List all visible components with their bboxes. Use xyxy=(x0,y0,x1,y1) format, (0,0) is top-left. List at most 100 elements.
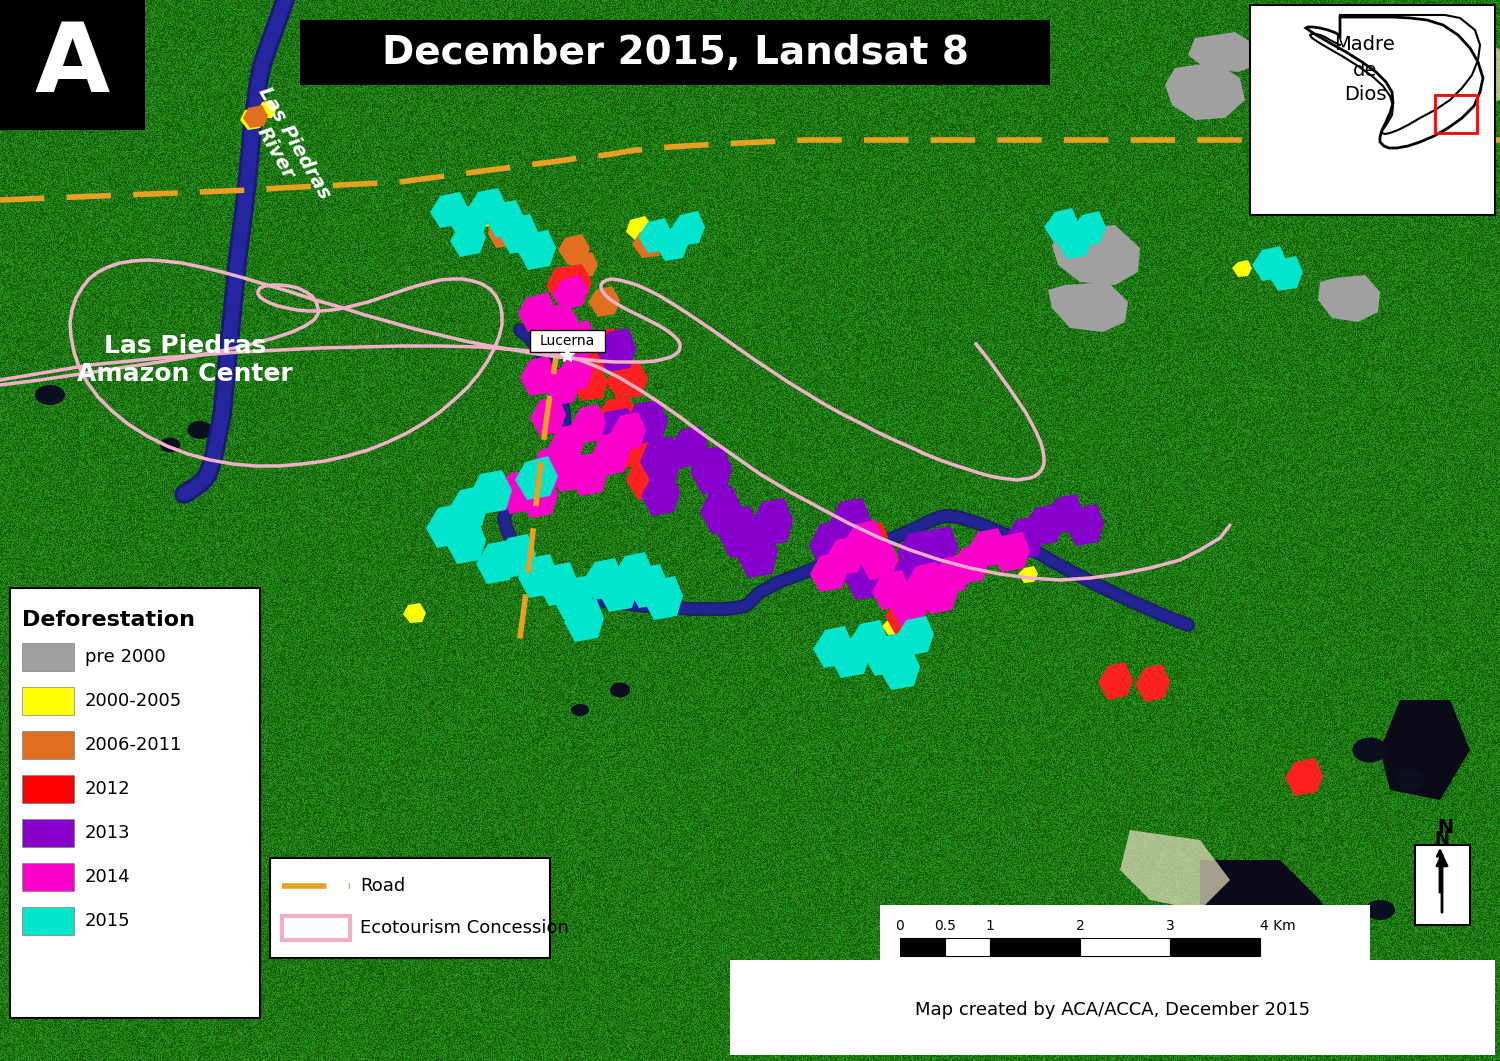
Polygon shape xyxy=(626,400,668,443)
Polygon shape xyxy=(632,228,664,258)
Polygon shape xyxy=(1166,62,1245,120)
Text: 0.5: 0.5 xyxy=(934,919,956,933)
Text: N: N xyxy=(1434,830,1449,848)
Polygon shape xyxy=(882,618,902,634)
Polygon shape xyxy=(514,456,558,500)
Bar xyxy=(270,858,550,958)
Text: 2006-2011: 2006-2011 xyxy=(86,736,183,754)
Text: Madre
de
Dios: Madre de Dios xyxy=(1335,35,1395,104)
Polygon shape xyxy=(0,55,110,110)
Polygon shape xyxy=(891,586,928,626)
Polygon shape xyxy=(626,216,652,240)
Ellipse shape xyxy=(160,437,180,452)
Polygon shape xyxy=(530,396,566,436)
Polygon shape xyxy=(90,52,138,100)
Polygon shape xyxy=(598,568,638,612)
Text: 2: 2 xyxy=(1076,919,1084,933)
Polygon shape xyxy=(1232,260,1252,277)
Polygon shape xyxy=(827,536,864,576)
Polygon shape xyxy=(670,211,705,246)
Bar xyxy=(22,731,74,759)
Polygon shape xyxy=(906,562,944,602)
Polygon shape xyxy=(813,626,853,668)
Polygon shape xyxy=(1268,256,1304,291)
Bar xyxy=(282,916,350,940)
Polygon shape xyxy=(554,321,592,362)
Bar xyxy=(1170,938,1260,956)
Polygon shape xyxy=(430,192,468,228)
Bar xyxy=(530,330,605,352)
Polygon shape xyxy=(1004,516,1044,560)
Polygon shape xyxy=(610,412,646,452)
Ellipse shape xyxy=(1396,770,1423,790)
Polygon shape xyxy=(568,452,608,495)
Text: 3: 3 xyxy=(1166,919,1174,933)
Polygon shape xyxy=(243,105,268,128)
Polygon shape xyxy=(859,540,898,580)
Polygon shape xyxy=(1380,700,1470,800)
Polygon shape xyxy=(570,253,598,278)
Polygon shape xyxy=(968,528,1006,568)
Bar xyxy=(945,938,990,956)
Text: 2013: 2013 xyxy=(86,824,130,842)
Polygon shape xyxy=(864,634,904,676)
Polygon shape xyxy=(656,226,688,261)
Polygon shape xyxy=(830,636,870,678)
Polygon shape xyxy=(520,356,556,396)
Polygon shape xyxy=(890,552,932,596)
Polygon shape xyxy=(1044,208,1078,243)
Ellipse shape xyxy=(1430,855,1470,885)
Polygon shape xyxy=(518,230,556,269)
Polygon shape xyxy=(885,596,922,634)
Polygon shape xyxy=(871,570,910,610)
Bar xyxy=(900,938,945,956)
Polygon shape xyxy=(1019,566,1038,582)
Polygon shape xyxy=(476,205,500,227)
Polygon shape xyxy=(1071,211,1106,246)
Polygon shape xyxy=(830,498,872,546)
Text: N: N xyxy=(1437,818,1454,837)
Polygon shape xyxy=(500,214,538,254)
Bar xyxy=(1080,938,1170,956)
Polygon shape xyxy=(808,520,850,568)
Polygon shape xyxy=(538,562,578,606)
Text: 2015: 2015 xyxy=(86,912,130,930)
Polygon shape xyxy=(554,576,592,620)
Polygon shape xyxy=(1058,224,1092,259)
Polygon shape xyxy=(690,446,732,494)
Text: 4 Km: 4 Km xyxy=(1260,919,1296,933)
Bar xyxy=(880,905,1370,1001)
Polygon shape xyxy=(640,472,680,516)
Polygon shape xyxy=(486,201,524,238)
Polygon shape xyxy=(992,532,1030,572)
Ellipse shape xyxy=(1365,900,1395,920)
Polygon shape xyxy=(626,456,668,500)
Polygon shape xyxy=(1310,55,1400,131)
Text: Road: Road xyxy=(360,877,405,895)
Polygon shape xyxy=(240,108,264,131)
Text: 0: 0 xyxy=(896,919,904,933)
Polygon shape xyxy=(606,360,648,400)
Bar xyxy=(300,20,1050,85)
Polygon shape xyxy=(933,554,970,594)
Polygon shape xyxy=(500,470,538,514)
Bar xyxy=(22,643,74,671)
Text: Map created by ACA/ACCA, December 2015: Map created by ACA/ACCA, December 2015 xyxy=(915,1001,1311,1019)
Polygon shape xyxy=(718,506,760,558)
Polygon shape xyxy=(856,522,888,555)
Polygon shape xyxy=(1120,830,1230,910)
Polygon shape xyxy=(580,328,624,372)
Polygon shape xyxy=(426,504,466,547)
Polygon shape xyxy=(700,486,742,534)
Text: Las Piedras
River: Las Piedras River xyxy=(236,83,334,213)
Polygon shape xyxy=(446,520,486,564)
Polygon shape xyxy=(258,100,276,118)
Polygon shape xyxy=(518,554,558,598)
Polygon shape xyxy=(1370,15,1500,110)
Text: A: A xyxy=(34,18,110,111)
Polygon shape xyxy=(614,552,652,594)
Polygon shape xyxy=(597,328,636,372)
Polygon shape xyxy=(591,432,630,476)
Bar xyxy=(22,775,74,803)
Polygon shape xyxy=(558,234,590,265)
